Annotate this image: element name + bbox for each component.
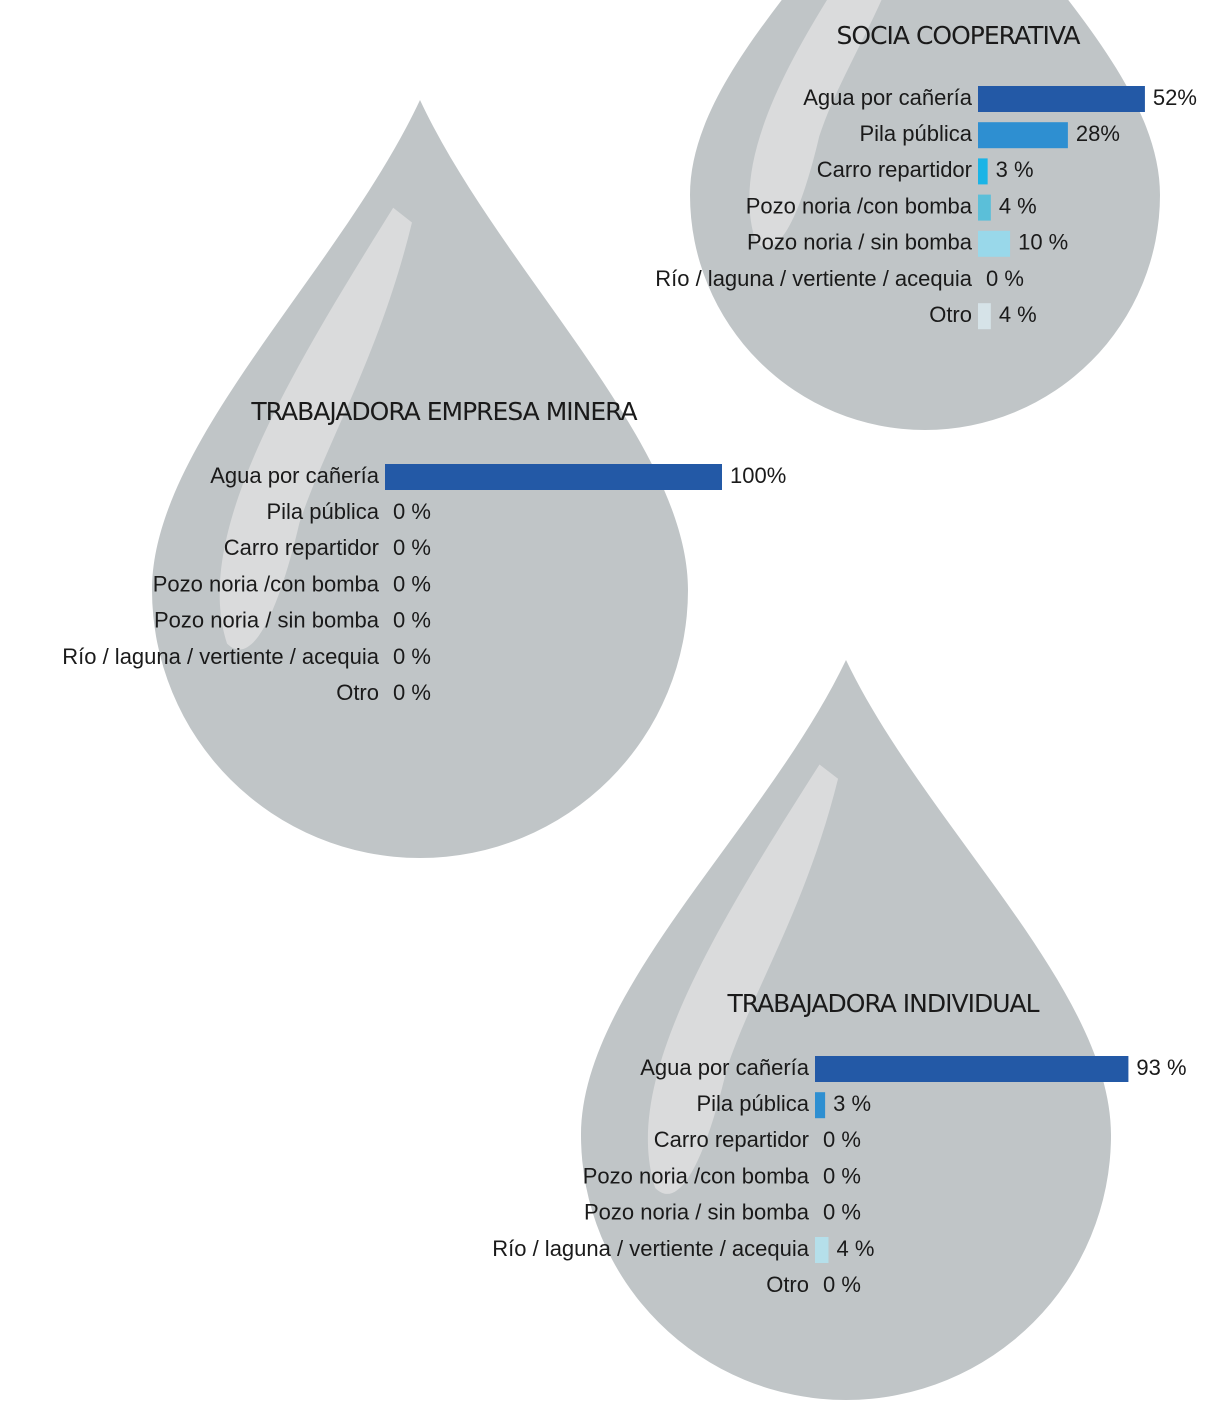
value-label: 4 % [999, 193, 1037, 218]
infographic: SOCIA COOPERATIVA Agua por cañería 52% Pila… [0, 0, 1214, 1405]
category-label: Pozo noria /con bomba [583, 1163, 810, 1188]
value-label: 52% [1153, 85, 1197, 110]
category-label: Otro [336, 680, 379, 705]
page: {"chart_data": [ {"type": "bar", "title"… [0, 0, 1214, 1405]
category-label: Carro repartidor [224, 535, 379, 560]
value-label: 0 % [393, 608, 431, 633]
bar [978, 195, 991, 221]
category-label: Agua por cañería [640, 1055, 810, 1080]
category-label: Pozo noria / sin bomba [747, 230, 973, 255]
chart-title: SOCIA COOPERATIVA [837, 21, 1081, 50]
category-label: Pila pública [859, 121, 972, 146]
chart-title: TRABAJADORA INDIVIDUAL [726, 989, 1039, 1018]
bar [978, 86, 1145, 112]
category-label: Otro [766, 1272, 809, 1297]
category-label: Río / laguna / vertiente / acequia [492, 1236, 810, 1261]
value-label: 3 % [833, 1091, 871, 1116]
category-label: Carro repartidor [654, 1127, 809, 1152]
bar [978, 303, 991, 329]
category-label: Agua por cañería [210, 463, 380, 488]
value-label: 100% [730, 463, 786, 488]
category-label: Pozo noria /con bomba [746, 193, 973, 218]
value-label: 0 % [823, 1272, 861, 1297]
category-label: Agua por cañería [803, 85, 973, 110]
value-label: 0 % [393, 535, 431, 560]
bar [815, 1056, 1128, 1082]
value-label: 28% [1076, 121, 1120, 146]
category-label: Río / laguna / vertiente / acequia [62, 644, 380, 669]
bar [385, 464, 722, 490]
bar [978, 158, 988, 184]
value-label: 10 % [1018, 230, 1068, 255]
category-label: Pozo noria / sin bomba [584, 1200, 810, 1225]
value-label: 4 % [836, 1236, 874, 1261]
bar [978, 122, 1068, 148]
value-label: 0 % [393, 499, 431, 524]
category-label: Pozo noria /con bomba [153, 571, 380, 596]
value-label: 0 % [823, 1200, 861, 1225]
value-label: 3 % [996, 157, 1034, 182]
bar [978, 231, 1010, 257]
chart-title: TRABAJADORA EMPRESA MINERA [250, 397, 637, 426]
value-label: 0 % [823, 1127, 861, 1152]
value-label: 0 % [393, 571, 431, 596]
bar [815, 1092, 825, 1118]
category-label: Río / laguna / vertiente / acequia [655, 266, 973, 291]
value-label: 0 % [393, 644, 431, 669]
value-label: 93 % [1136, 1055, 1186, 1080]
value-label: 0 % [823, 1163, 861, 1188]
category-label: Pozo noria / sin bomba [154, 608, 380, 633]
category-label: Carro repartidor [817, 157, 972, 182]
category-label: Pila pública [696, 1091, 809, 1116]
category-label: Otro [929, 302, 972, 327]
category-label: Pila pública [266, 499, 379, 524]
value-label: 0 % [393, 680, 431, 705]
value-label: 4 % [999, 302, 1037, 327]
value-label: 0 % [986, 266, 1024, 291]
bar [815, 1237, 828, 1263]
